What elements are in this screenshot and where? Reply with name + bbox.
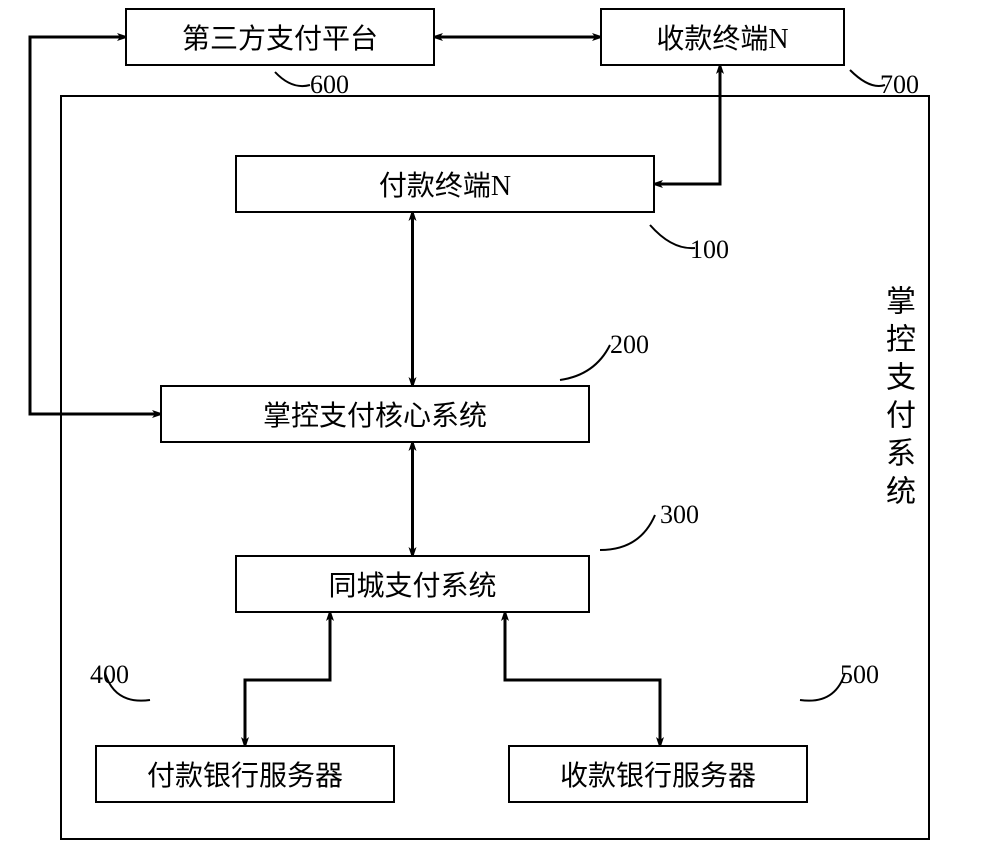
- node-core: 掌控支付核心系统: [160, 385, 590, 443]
- node-label-recv_terminal: 收款终端N: [656, 17, 788, 57]
- ref-recv_bank: 500: [840, 660, 879, 690]
- node-local: 同城支付系统: [235, 555, 590, 613]
- node-pay_bank: 付款银行服务器: [95, 745, 395, 803]
- ref-local: 300: [660, 500, 699, 530]
- ref-core: 200: [610, 330, 649, 360]
- node-third_party: 第三方支付平台: [125, 8, 435, 66]
- node-label-third_party: 第三方支付平台: [182, 17, 378, 57]
- ref-recv_terminal: 700: [880, 70, 919, 100]
- ref-pay_terminal: 100: [690, 235, 729, 265]
- leader-c600: [275, 72, 310, 86]
- node-label-core: 掌控支付核心系统: [263, 394, 487, 434]
- node-recv_bank: 收款银行服务器: [508, 745, 808, 803]
- system-container-label: 掌控支付系统: [875, 285, 919, 513]
- node-recv_terminal: 收款终端N: [600, 8, 845, 66]
- node-label-pay_terminal: 付款终端N: [379, 164, 511, 204]
- node-label-recv_bank: 收款银行服务器: [560, 754, 756, 794]
- ref-pay_bank: 400: [90, 660, 129, 690]
- ref-third_party: 600: [310, 70, 349, 100]
- node-label-pay_bank: 付款银行服务器: [147, 754, 343, 794]
- node-pay_terminal: 付款终端N: [235, 155, 655, 213]
- node-label-local: 同城支付系统: [328, 564, 496, 604]
